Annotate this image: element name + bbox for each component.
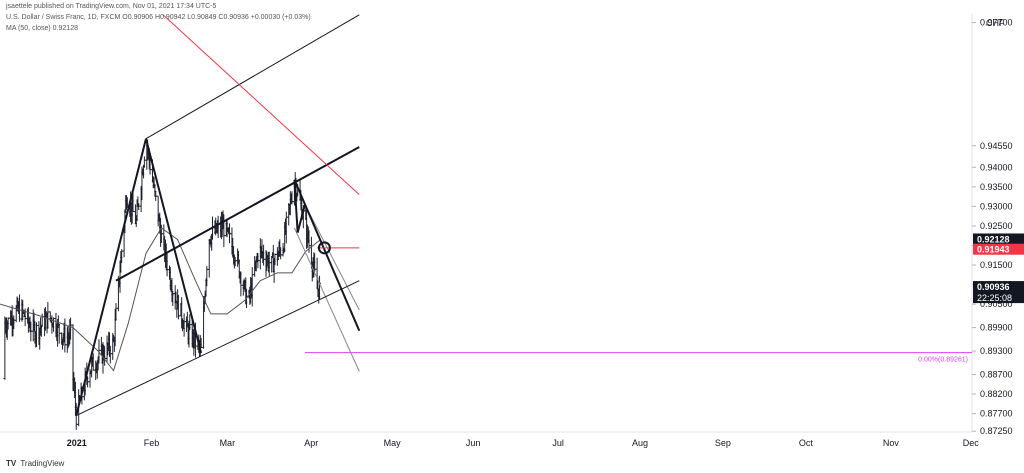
y-tick-label: 0.89900 [980, 323, 1013, 333]
trend-line [293, 179, 361, 332]
y-tick-label: 0.91500 [980, 260, 1013, 270]
ohlc-line: U.S. Dollar / Swiss Franc, 1D, FXCM O0.9… [6, 14, 311, 21]
candles-group [3, 139, 322, 430]
price-badge-value: 0.90936 [977, 282, 1010, 292]
trend-line [145, 138, 203, 354]
month-label: 2021 [67, 438, 87, 448]
price-badge [973, 243, 1024, 255]
month-label: Jul [552, 438, 564, 448]
y-tick-label: 0.90500 [980, 299, 1013, 309]
y-tick-label: 0.87700 [980, 409, 1013, 419]
month-label: Apr [304, 438, 318, 448]
price-badge [973, 281, 1024, 304]
y-tick-label: 0.88200 [980, 389, 1013, 399]
publisher-line: jsaettele published on TradingView.com, … [6, 3, 217, 10]
month-label: Aug [632, 438, 648, 448]
y-tick-label: 0.94550 [980, 141, 1013, 151]
price-badge-value: 0.92128 [977, 234, 1010, 244]
currency-label: CHF [986, 18, 1005, 28]
month-label: Nov [883, 438, 900, 448]
brand-label: TradingView [20, 459, 65, 468]
month-label: Sep [715, 438, 731, 448]
trend-line [293, 179, 299, 233]
month-label: May [384, 438, 402, 448]
tradingview-brand[interactable]: TV TradingView [6, 459, 64, 468]
y-tick-label: 0.88700 [980, 370, 1013, 380]
price-badge-value: 0.91943 [977, 245, 1010, 255]
channel-line [304, 204, 360, 311]
countdown-timer: 22:25:08 [977, 293, 1012, 303]
ma50-line [0, 227, 320, 372]
price-badge [973, 233, 1024, 245]
trend-line [162, 14, 360, 196]
month-label: Jun [466, 438, 481, 448]
fib-level-label: 0.00%(0.89261) [918, 357, 968, 364]
trend-line [76, 280, 360, 417]
tradingview-logo-icon: TV [6, 459, 17, 468]
month-label: Oct [799, 438, 814, 448]
marker-circle [317, 241, 331, 255]
month-label: Dec [963, 438, 980, 448]
month-label: Feb [144, 438, 160, 448]
y-tick-label: 0.93500 [980, 182, 1013, 192]
month-label: Mar [220, 438, 236, 448]
y-tick-label: 0.97700 [980, 18, 1013, 28]
y-tick-label: 0.89300 [980, 346, 1013, 356]
trend-line [296, 204, 306, 233]
y-tick-label: 0.93000 [980, 201, 1013, 211]
trend-line [75, 138, 147, 416]
y-tick-label: 0.94000 [980, 162, 1013, 172]
trend-line [115, 146, 360, 282]
ma-legend[interactable]: MA (50, close) 0.92128 [6, 25, 78, 32]
trend-line [145, 14, 360, 140]
y-tick-label: 0.92500 [980, 221, 1013, 231]
channel-line [293, 227, 360, 372]
y-tick-label: 0.87250 [980, 426, 1013, 436]
